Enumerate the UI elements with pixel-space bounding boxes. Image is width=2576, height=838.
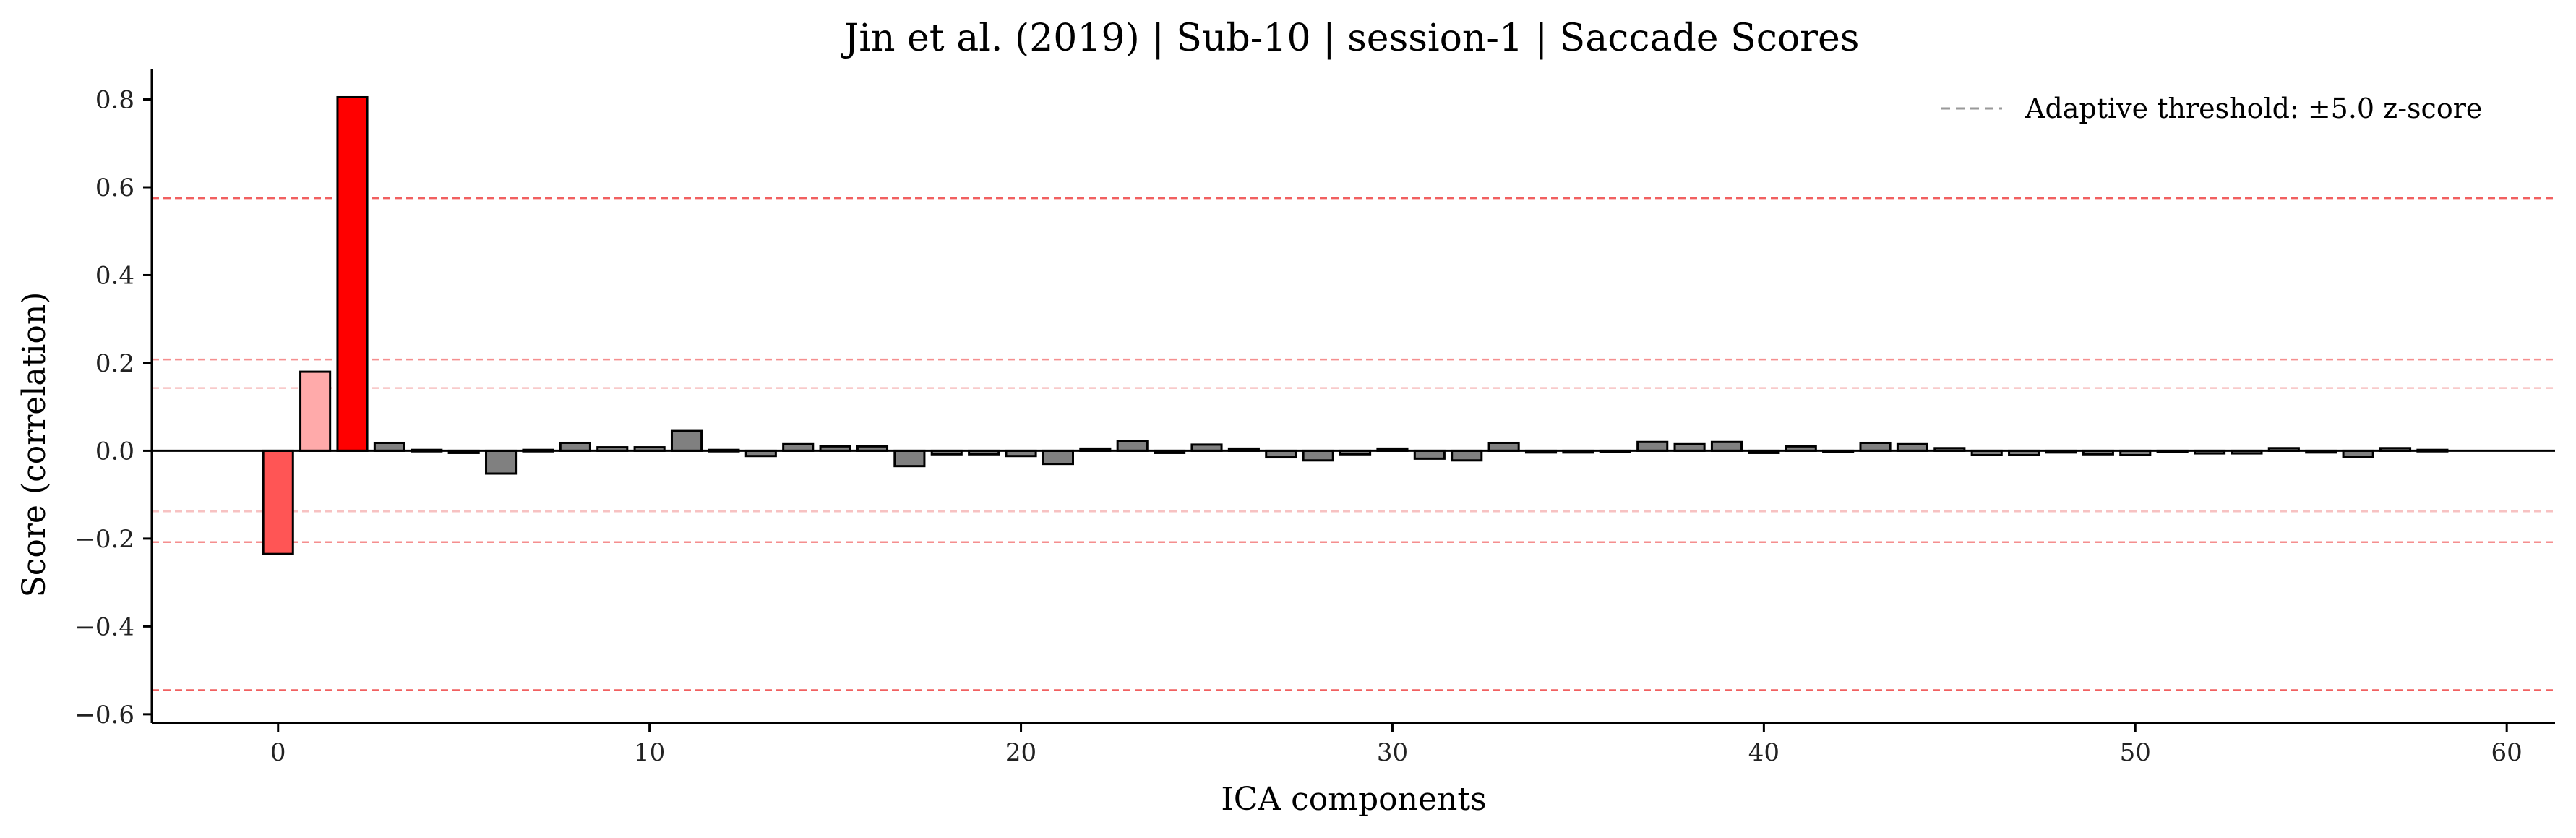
threshold-lines	[152, 197, 2555, 691]
bar-component-3	[373, 441, 405, 452]
x-tick-label: 0	[270, 738, 286, 767]
chart-title: Jin et al. (2019) | Sub-10 | session-1 |…	[841, 17, 1860, 60]
bar-component-31	[1413, 449, 1446, 460]
y-tick-label: 0.6	[95, 174, 134, 202]
x-tick-label: 20	[1005, 738, 1036, 767]
axes	[150, 69, 2555, 724]
y-axis-label: Score (correlation)	[16, 292, 53, 598]
x-tick-label: 10	[634, 738, 665, 767]
x-tick-label: 50	[2120, 738, 2151, 767]
legend-label: Adaptive threshold: ±5.0 z-score	[2025, 93, 2482, 124]
bar-component-11	[670, 429, 703, 452]
x-tick-label: 40	[1748, 738, 1779, 767]
x-tick-label: 30	[1377, 738, 1408, 767]
y-tick-label: 0.0	[95, 437, 134, 466]
bar-component-1	[299, 370, 332, 452]
bar-component-0	[262, 449, 294, 555]
x-ticks: 0 10 20 30 40 50 60	[270, 723, 2523, 767]
bar-component-21	[1042, 449, 1074, 466]
x-axis-label: ICA components	[1221, 781, 1486, 818]
bar-component-39	[1710, 440, 1743, 452]
y-tick-label: −0.4	[74, 612, 134, 641]
bar-component-8	[559, 441, 591, 452]
bar-component-28	[1302, 449, 1334, 462]
bar-component-2	[336, 95, 369, 452]
x-tick-label: 60	[2491, 738, 2523, 767]
bar-component-43	[1859, 441, 1892, 452]
bar-component-23	[1116, 440, 1149, 452]
legend: Adaptive threshold: ±5.0 z-score	[1941, 93, 2482, 124]
y-tick-label: 0.8	[95, 86, 134, 115]
bar-component-17	[893, 449, 926, 468]
y-tick-label: −0.6	[74, 701, 134, 730]
y-tick-label: 0.2	[95, 349, 134, 378]
bar-component-33	[1487, 441, 1520, 452]
bars	[262, 95, 2449, 555]
bar-component-37	[1636, 440, 1669, 452]
bar-component-6	[485, 449, 518, 475]
y-ticks: −0.6 −0.4 −0.2 0.0 0.2 0.4 0.6 0.8	[74, 86, 152, 730]
y-tick-label: 0.4	[95, 261, 134, 290]
bar-component-32	[1451, 449, 1483, 462]
y-tick-label: −0.2	[74, 525, 134, 554]
